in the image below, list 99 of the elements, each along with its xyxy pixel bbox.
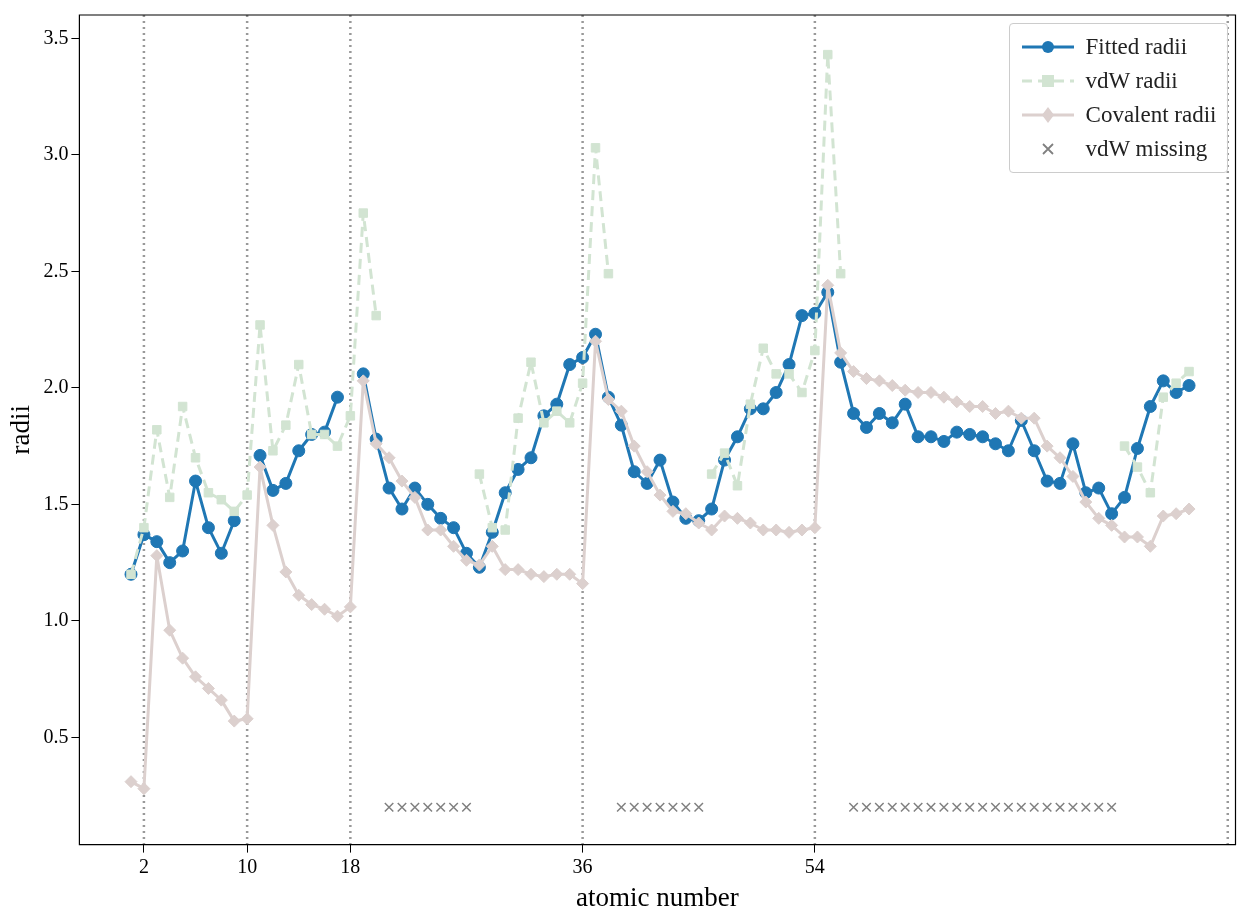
x-tick-label: 10 [237, 854, 258, 877]
point [500, 525, 510, 535]
point [706, 469, 717, 479]
x-axis-title: atomic number [576, 881, 739, 912]
point [1016, 802, 1027, 813]
point [926, 802, 936, 813]
point [1132, 462, 1143, 472]
point [1184, 366, 1194, 377]
point [797, 387, 807, 398]
point [242, 490, 252, 500]
point [294, 359, 304, 370]
point [977, 802, 988, 813]
point [861, 802, 872, 813]
point [384, 802, 395, 813]
point [1106, 802, 1117, 813]
point [1171, 378, 1181, 388]
point [164, 492, 175, 503]
y-tick-label: 2.0 [43, 375, 69, 398]
point [835, 268, 846, 279]
y-tick-label: 3.5 [43, 25, 69, 48]
point [448, 802, 459, 813]
x-tick-label: 2 [138, 854, 149, 877]
x-tick-label: 36 [572, 854, 593, 877]
x-tick-label: 18 [340, 854, 361, 877]
point [758, 343, 768, 353]
point [951, 802, 962, 813]
point [964, 802, 975, 813]
point [590, 143, 601, 153]
point [526, 357, 536, 367]
point [823, 49, 833, 60]
point [216, 494, 227, 505]
point [139, 522, 149, 533]
y-axis-title: radii [5, 405, 36, 455]
point [913, 802, 924, 813]
point [564, 418, 575, 428]
point [1080, 802, 1091, 813]
point [1119, 441, 1130, 451]
point [345, 411, 356, 421]
point [190, 453, 201, 463]
y-tick-label: 2.5 [43, 258, 69, 281]
y-tick-label: 1.5 [43, 491, 69, 514]
legend-label: Covalent radii [1085, 102, 1217, 128]
point [887, 802, 898, 813]
point [784, 369, 794, 379]
point [874, 802, 885, 813]
point [577, 378, 588, 388]
point [1029, 802, 1040, 813]
y-tick-label: 1.0 [43, 608, 69, 631]
point [848, 802, 859, 813]
point [771, 369, 781, 379]
point [461, 802, 472, 813]
point [719, 448, 730, 458]
point [603, 268, 614, 279]
point [680, 802, 691, 813]
point [358, 208, 369, 218]
point [487, 522, 498, 533]
point [422, 802, 433, 813]
legend-label: vdW missing [1085, 136, 1208, 162]
point [371, 310, 381, 321]
point [629, 802, 640, 813]
point [1003, 802, 1014, 813]
point [396, 802, 407, 813]
point [1042, 802, 1053, 813]
point [268, 446, 278, 456]
point [990, 802, 1001, 813]
point [1093, 802, 1104, 813]
point [152, 425, 162, 435]
x-tick-label: 54 [804, 854, 825, 877]
point [616, 802, 627, 813]
legend-label: vdW radii [1085, 68, 1178, 94]
point [319, 429, 330, 440]
point [229, 506, 239, 517]
point [474, 469, 485, 479]
point [281, 420, 291, 430]
point [642, 802, 653, 813]
point [1145, 487, 1156, 498]
point [655, 802, 666, 813]
point [409, 802, 420, 813]
point [255, 320, 265, 330]
point [1055, 802, 1066, 813]
point [177, 401, 188, 412]
point [745, 399, 756, 409]
point [435, 802, 446, 813]
point [732, 480, 743, 491]
point [1067, 802, 1078, 813]
point [539, 418, 549, 428]
y-tick-label: 3.0 [43, 142, 69, 165]
point [552, 406, 562, 416]
point [938, 802, 949, 813]
legend-label: Fitted radii [1085, 34, 1188, 60]
point [332, 441, 343, 451]
point [1158, 392, 1168, 402]
point [810, 345, 820, 356]
point [693, 802, 704, 813]
point [203, 487, 214, 498]
point [667, 802, 678, 813]
point [513, 413, 523, 423]
point [900, 802, 911, 813]
y-tick-label: 0.5 [43, 724, 69, 747]
